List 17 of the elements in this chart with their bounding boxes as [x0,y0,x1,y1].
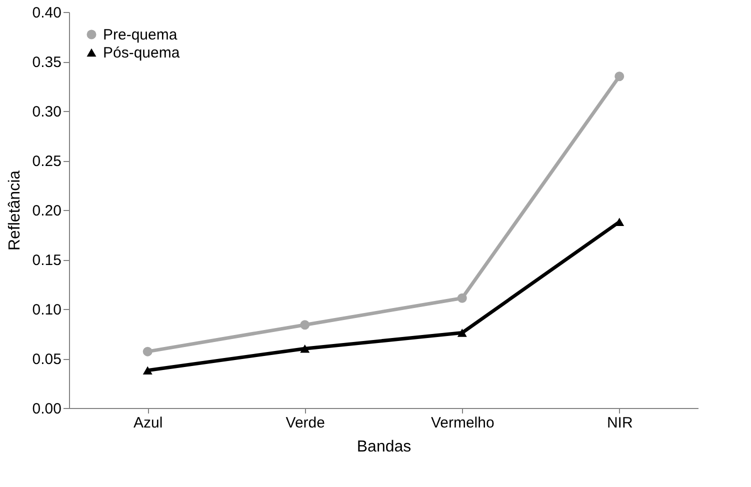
y-axis-title: Refletância [6,170,24,251]
x-tick-label: NIR [606,414,633,432]
y-tick-label: 0.10 [32,302,62,318]
x-tick-label: Vermelho [430,414,494,432]
y-tick-label: 0.40 [32,4,62,22]
x-tick-label: Azul [134,414,163,432]
legend-label: Pós-quema [103,44,180,62]
y-tick-label: 0.15 [32,252,62,269]
x-axis-title: Bandas [356,438,412,456]
y-tick-label: 0.30 [32,104,62,120]
y-tick-label: 0.20 [32,202,62,220]
legend-label: Pre-quema [103,26,178,44]
y-tick-label: 0.35 [32,54,62,71]
x-tick-label: Verde [286,414,325,432]
y-tick-label: 0.25 [32,153,62,170]
y-tick-label: 0.05 [32,351,62,368]
y-tick-label: 0.00 [32,400,62,418]
